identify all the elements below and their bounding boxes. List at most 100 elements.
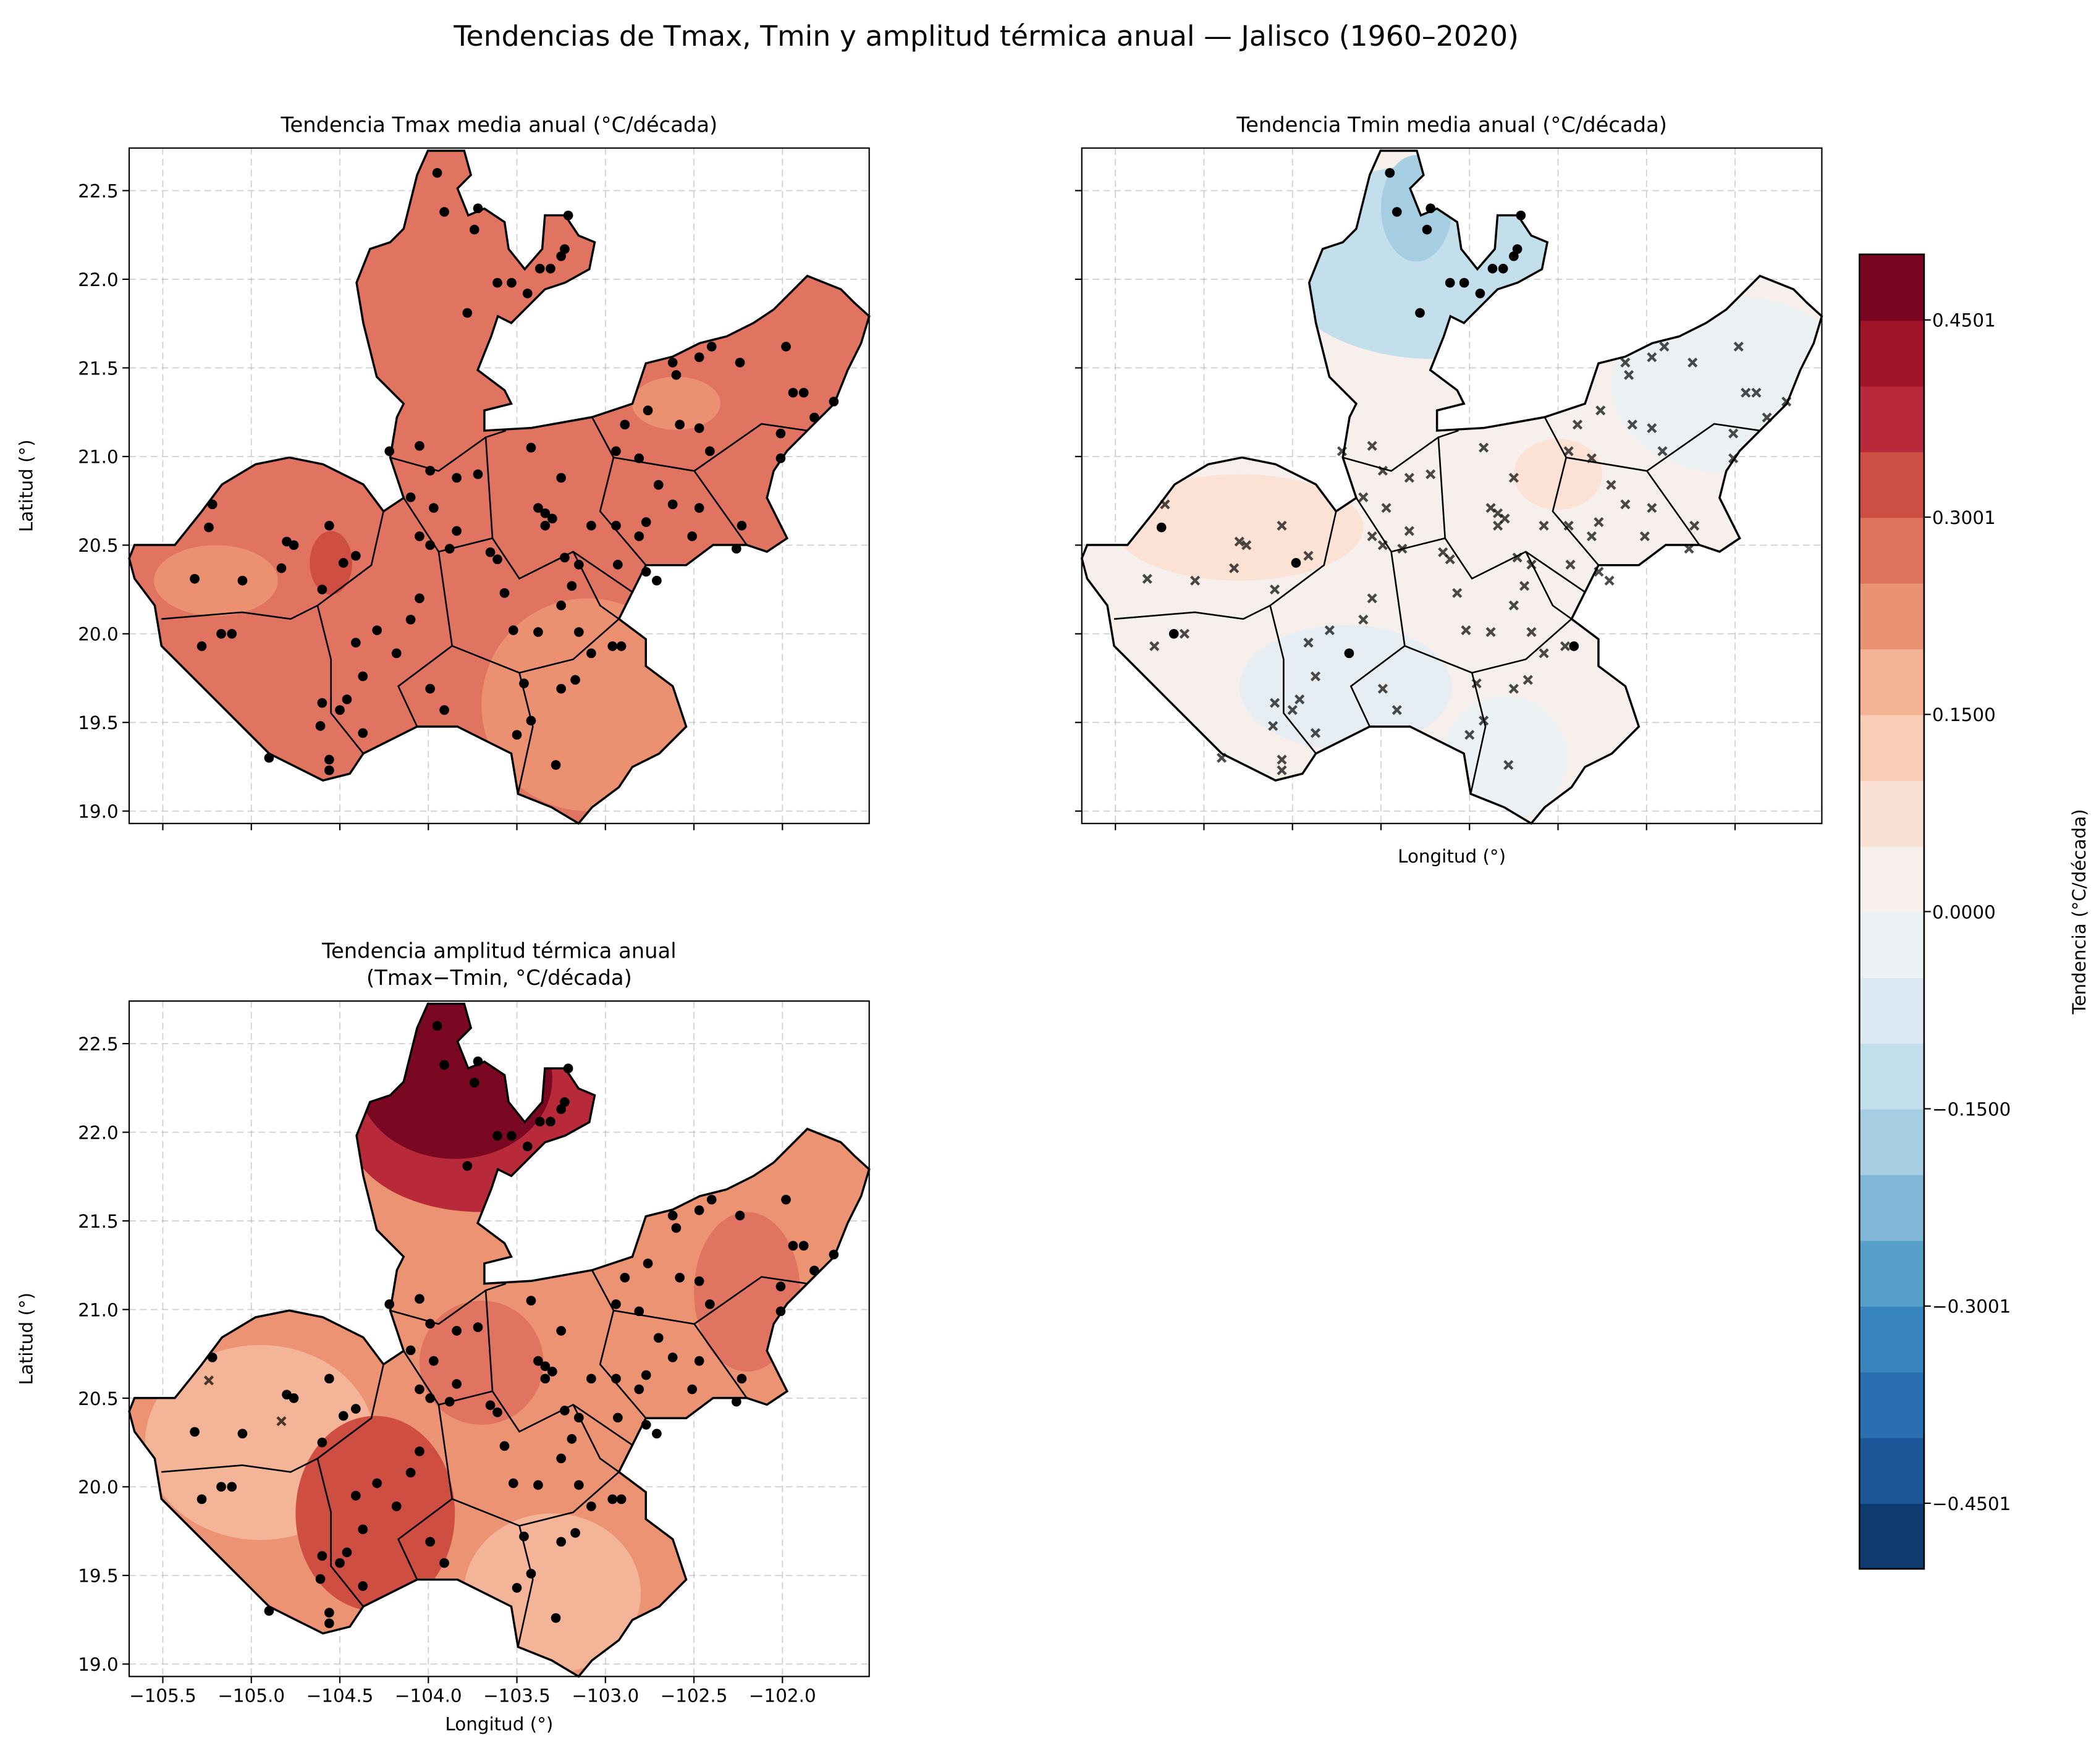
station-significant [546,1116,555,1127]
station-significant [563,210,573,221]
station-not-significant [1647,423,1657,434]
station-significant [607,1494,618,1504]
station-significant [1445,277,1455,288]
station-significant [586,1501,596,1511]
station-significant [611,520,621,531]
colorbar-label: Tendencia (°C/década) [2069,809,2090,1015]
station-not-significant [1565,559,1576,570]
station-not-significant [1479,715,1489,726]
station-not-significant [1733,341,1744,352]
station-not-significant [1381,502,1392,513]
station-significant [1498,263,1508,274]
station-significant [641,1370,651,1380]
station-significant [533,503,543,513]
station-not-significant [1404,473,1414,483]
station-significant [1415,308,1425,318]
station-significant [573,560,584,570]
station-significant [781,1194,791,1205]
station-not-significant [1595,405,1606,416]
station-not-significant [1512,552,1523,563]
station-significant [324,1374,334,1384]
station-significant [508,1478,518,1488]
station-significant [317,584,327,594]
colorbar-tick-label: 0.0000 [1932,901,1996,922]
station-significant [473,203,483,214]
y-tick-label: 22.5 [78,1034,118,1055]
station-not-significant [1519,581,1530,591]
region-boundary [316,1458,364,1607]
station-not-significant [1142,573,1152,584]
station-significant [798,387,809,398]
station-not-significant [276,1416,287,1427]
station-not-significant [1751,387,1762,398]
station-significant [737,520,747,531]
station-significant [671,1223,682,1233]
station-significant [372,1478,382,1488]
station-significant [1475,289,1485,298]
station-significant [1385,167,1395,178]
y-axis-label: Latitud (°) [15,1293,36,1385]
station-significant [567,581,577,591]
trend-field-base [129,150,869,824]
station-not-significant [1647,502,1657,513]
station-significant [358,1524,368,1535]
station-significant [384,446,395,457]
station-not-significant [1606,479,1616,490]
station-significant [425,1393,435,1403]
station-not-significant [1269,698,1280,708]
colorbar-level [1859,451,1924,518]
station-significant [415,1446,424,1456]
colorbar-level [1859,517,1924,584]
station-not-significant [1741,387,1751,398]
colorbar-tick-label: 0.4501 [1932,310,1996,331]
region-boundary [519,1471,620,1527]
station-significant [338,1411,348,1421]
state-boundary [1080,150,1823,825]
station-significant [207,1353,218,1362]
trend-zone [419,1301,544,1425]
station-not-significant [1367,441,1377,451]
colorbar-tick-label: −0.3001 [1932,1296,2011,1317]
station-significant [473,469,483,479]
station-significant [573,1412,584,1423]
region-boundary [397,645,453,727]
trend-zone [1239,625,1452,749]
station-not-significant [1461,625,1471,636]
station-significant [694,1205,704,1215]
station-not-significant [1572,420,1583,430]
station-significant [415,593,424,604]
station-not-significant [1563,446,1574,457]
station-significant [556,683,566,694]
station-not-significant [1190,575,1201,586]
station-significant [634,531,644,541]
station-significant [667,499,678,510]
station-not-significant [1229,563,1240,573]
station-significant [611,1374,621,1384]
panel-title: Tendencia amplitud térmica anual [321,939,677,963]
station-significant [1516,210,1526,221]
station-significant [775,1281,786,1291]
station-significant [350,1404,361,1414]
x-tick-label: −105.5 [129,1686,196,1707]
station-significant [634,1306,644,1317]
map-panel-2: Tendencia Tmin media anual (°C/década) Lo… [1075,113,1823,867]
station-significant [391,1501,402,1511]
station-significant [350,551,361,561]
station-significant [508,625,518,635]
station-significant [641,517,651,527]
y-tick-label: 21.5 [78,358,118,379]
station-not-significant [1452,588,1463,598]
station-not-significant [1277,765,1287,775]
station-not-significant [1657,446,1668,457]
colorbar-level [1859,254,1924,321]
station-significant [452,473,462,483]
station-significant [512,730,522,740]
station-significant [499,588,510,598]
station-significant [1392,207,1402,217]
station-not-significant [1781,396,1792,407]
colorbar-level [1859,846,1924,913]
colorbar-level [1859,911,1924,978]
station-significant [444,1396,455,1407]
trend-zone [1115,474,1364,581]
station-significant [570,1528,580,1538]
